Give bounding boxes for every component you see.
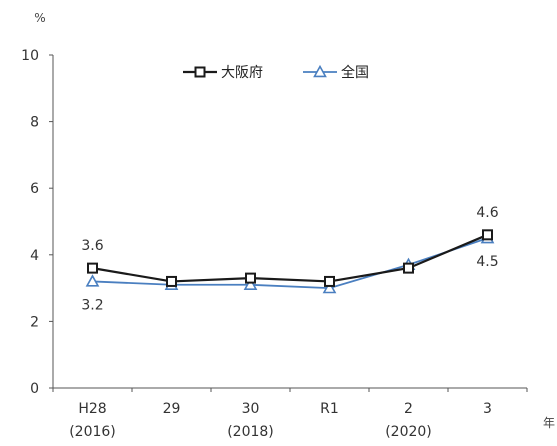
data-label: 4.6 [476,205,498,221]
x-tick-label: H28 [78,401,106,417]
y-tick-label: 8 [30,115,39,131]
y-tick-label: 6 [30,181,39,197]
x-tick-sublabel: (2018) [227,424,274,440]
legend-triangle-marker [313,64,327,78]
data-point [322,280,337,294]
series-line [92,233,488,283]
legend-item-osaka: 大阪府 [183,65,263,81]
series-national [85,231,495,294]
y-tick-label: 4 [30,248,39,264]
data-point [166,275,177,287]
series-layer [85,229,495,294]
data-point [245,272,256,284]
x-tick-label: 30 [242,401,260,417]
x-tick-label: 2 [404,401,413,417]
x-axis-unit: 年 [543,416,555,430]
data-labels: 3.6 3.2 4.6 4.5 [81,205,498,314]
legend-label: 大阪府 [221,65,263,81]
y-tick-label: 0 [30,381,39,397]
data-point [403,262,414,274]
x-tick-label: 3 [483,401,492,417]
x-tick-label: 29 [163,401,181,417]
series-osaka [87,229,493,287]
y-tick-label: 2 [30,314,39,330]
axes [52,55,527,389]
x-axis-ticks: H28 (2016) 29 30 (2018) R1 2 (2020) 3 [52,388,528,440]
legend: 大阪府 全国 [183,64,369,81]
data-label: 3.6 [81,238,103,254]
x-tick-sublabel: (2016) [69,424,116,440]
y-axis-ticks: 0 2 4 6 8 10 [21,48,53,397]
data-label: 3.2 [81,297,103,313]
legend-item-national: 全国 [303,64,369,81]
data-point [87,262,98,274]
x-tick-label: R1 [320,401,339,417]
data-point [482,229,493,241]
series-line [92,237,488,290]
data-label: 4.5 [476,254,498,270]
x-tick-sublabel: (2020) [385,424,432,440]
data-point [243,277,258,290]
data-point [324,275,335,287]
y-tick-label: 10 [21,48,39,64]
legend-square-marker [194,66,206,78]
legend-label: 全国 [341,64,369,81]
y-axis-unit: % [34,11,45,25]
data-point [85,274,100,287]
